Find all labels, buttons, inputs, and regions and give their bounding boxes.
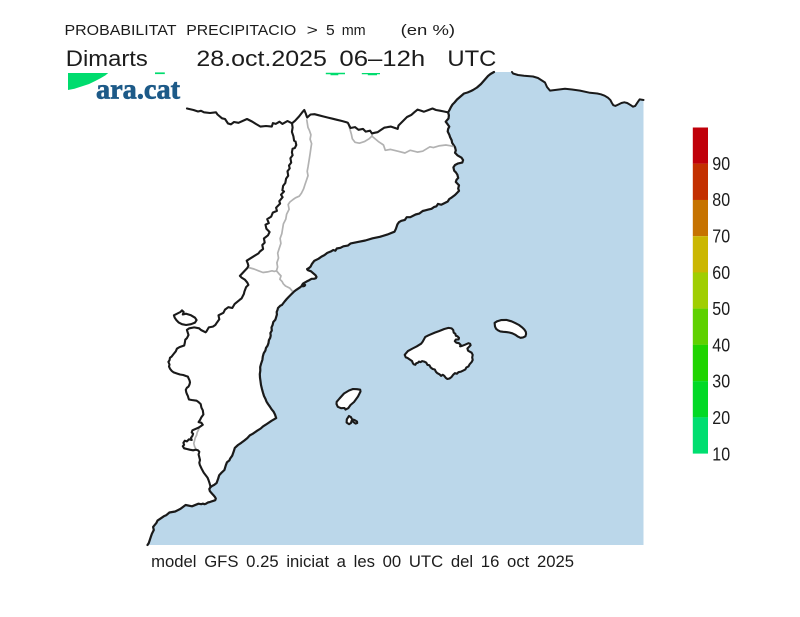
svg-text:40: 40 [712,335,730,355]
svg-text:06–12h: 06–12h [339,46,425,71]
svg-text:(en %): (en %) [401,22,456,39]
svg-text:80: 80 [712,190,730,210]
svg-text:mm: mm [342,22,366,39]
svg-text:28.oct.2025: 28.oct.2025 [196,46,327,71]
svg-text:50: 50 [712,299,730,319]
svg-text:UTC: UTC [447,46,496,71]
svg-text:10: 10 [712,444,730,464]
svg-text:20: 20 [712,408,730,428]
svg-text:60: 60 [712,263,730,283]
svg-text:>: > [307,22,318,39]
svg-text:90: 90 [712,154,730,174]
svg-text:Dimarts: Dimarts [66,46,148,71]
svg-text:5: 5 [326,22,335,39]
svg-text:PRECIPITACIO: PRECIPITACIO [186,22,296,39]
svg-text:model GFS 0.25 iniciat a les 0: model GFS 0.25 iniciat a les 00 UTC del … [151,553,574,571]
svg-text:70: 70 [712,227,730,247]
svg-text:PROBABILITAT: PROBABILITAT [65,22,177,39]
svg-text:ara.cat: ara.cat [96,75,181,106]
svg-text:30: 30 [712,372,730,392]
